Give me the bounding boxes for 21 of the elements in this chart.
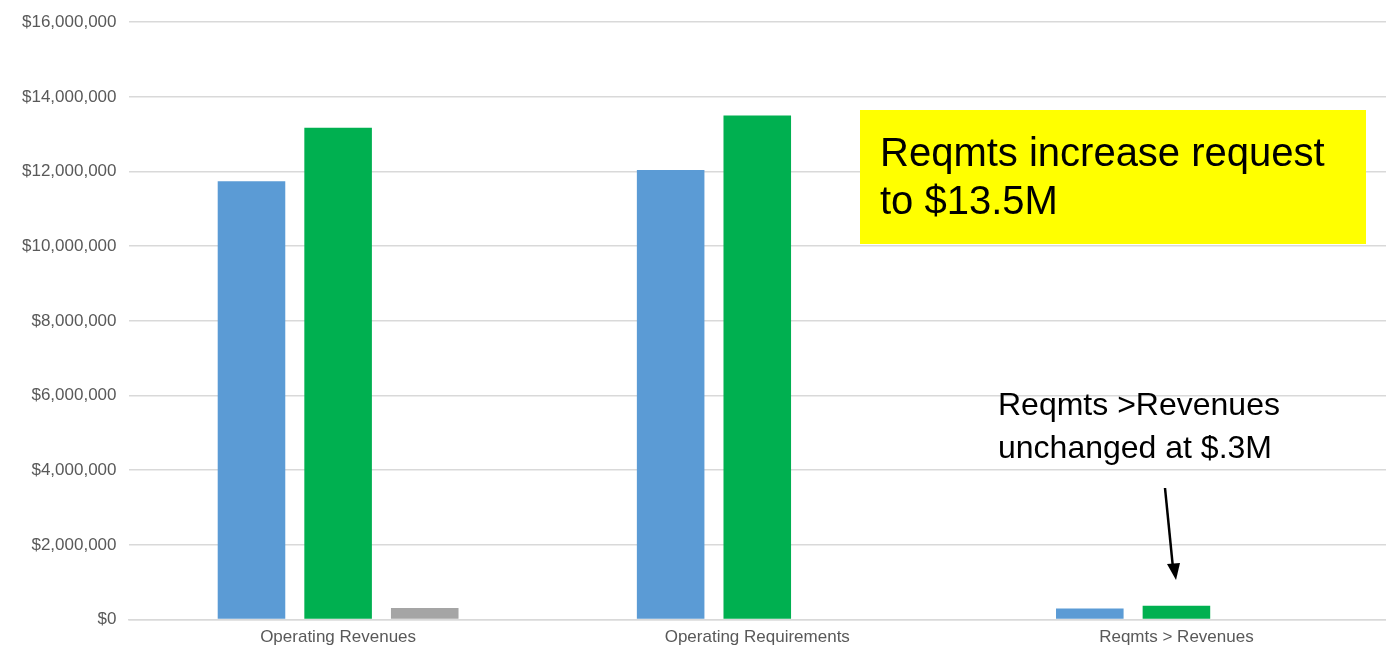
bar [390, 608, 459, 619]
y-tick-label: $8,000,000 [31, 310, 117, 330]
bar [636, 170, 705, 619]
y-tick-label: $0 [97, 609, 117, 629]
bar [304, 127, 372, 619]
y-tick-label: $14,000,000 [21, 86, 117, 106]
y-tick-label: $10,000,000 [21, 235, 117, 255]
bar [1142, 605, 1211, 619]
annotation: Reqmts increase request to $13.5M [860, 110, 1366, 244]
y-tick-label: $6,000,000 [31, 385, 117, 405]
x-tick-label: Reqmts > Revenues [1099, 627, 1254, 647]
x-tick-label: Operating Revenues [260, 627, 417, 647]
y-tick-label: $16,000,000 [21, 11, 117, 31]
annotation: Reqmts >Revenues unchanged at $.3M [998, 385, 1281, 467]
bar [1056, 608, 1124, 619]
y-tick-label: $12,000,000 [21, 161, 117, 181]
x-tick-label: Operating Requirements [664, 627, 850, 647]
bar [723, 115, 792, 619]
y-tick-label: $4,000,000 [31, 459, 117, 479]
bar [217, 181, 286, 619]
y-tick-label: $2,000,000 [31, 534, 117, 554]
